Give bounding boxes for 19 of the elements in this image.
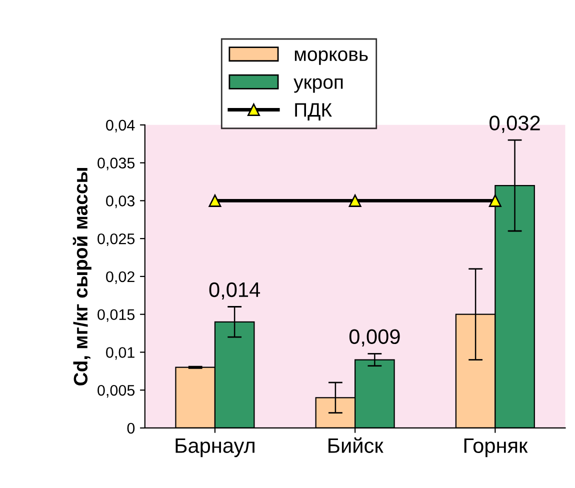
y-tick-label: 0,035 [98, 158, 135, 170]
x-tick-label: Горняк [464, 438, 528, 458]
x-tick-label: Бийск [328, 437, 384, 453]
y-tick-label: 0,03 [106, 196, 135, 208]
data-label: 0,032 [490, 116, 540, 133]
y-tick-label: 0,02 [106, 271, 134, 284]
legend-label: укроп [294, 78, 343, 93]
y-tick-label: 0,04 [106, 120, 135, 132]
y-tick-label: 0,01 [106, 347, 134, 360]
y-axis-title: Cd, мг/кг сырой массы [72, 168, 92, 386]
y-tick-label: 0,015 [98, 309, 135, 322]
data-label: 0,014 [209, 282, 260, 300]
y-tick-label: 0,025 [98, 233, 135, 246]
y-tick-label: 0 [127, 422, 135, 434]
data-label: 0,009 [349, 329, 400, 347]
y-tick-label: 0,005 [98, 384, 135, 398]
legend-label: морковь [294, 50, 368, 65]
legend-label: ПДК [295, 103, 332, 120]
x-tick-label: Барнаул [176, 438, 254, 458]
